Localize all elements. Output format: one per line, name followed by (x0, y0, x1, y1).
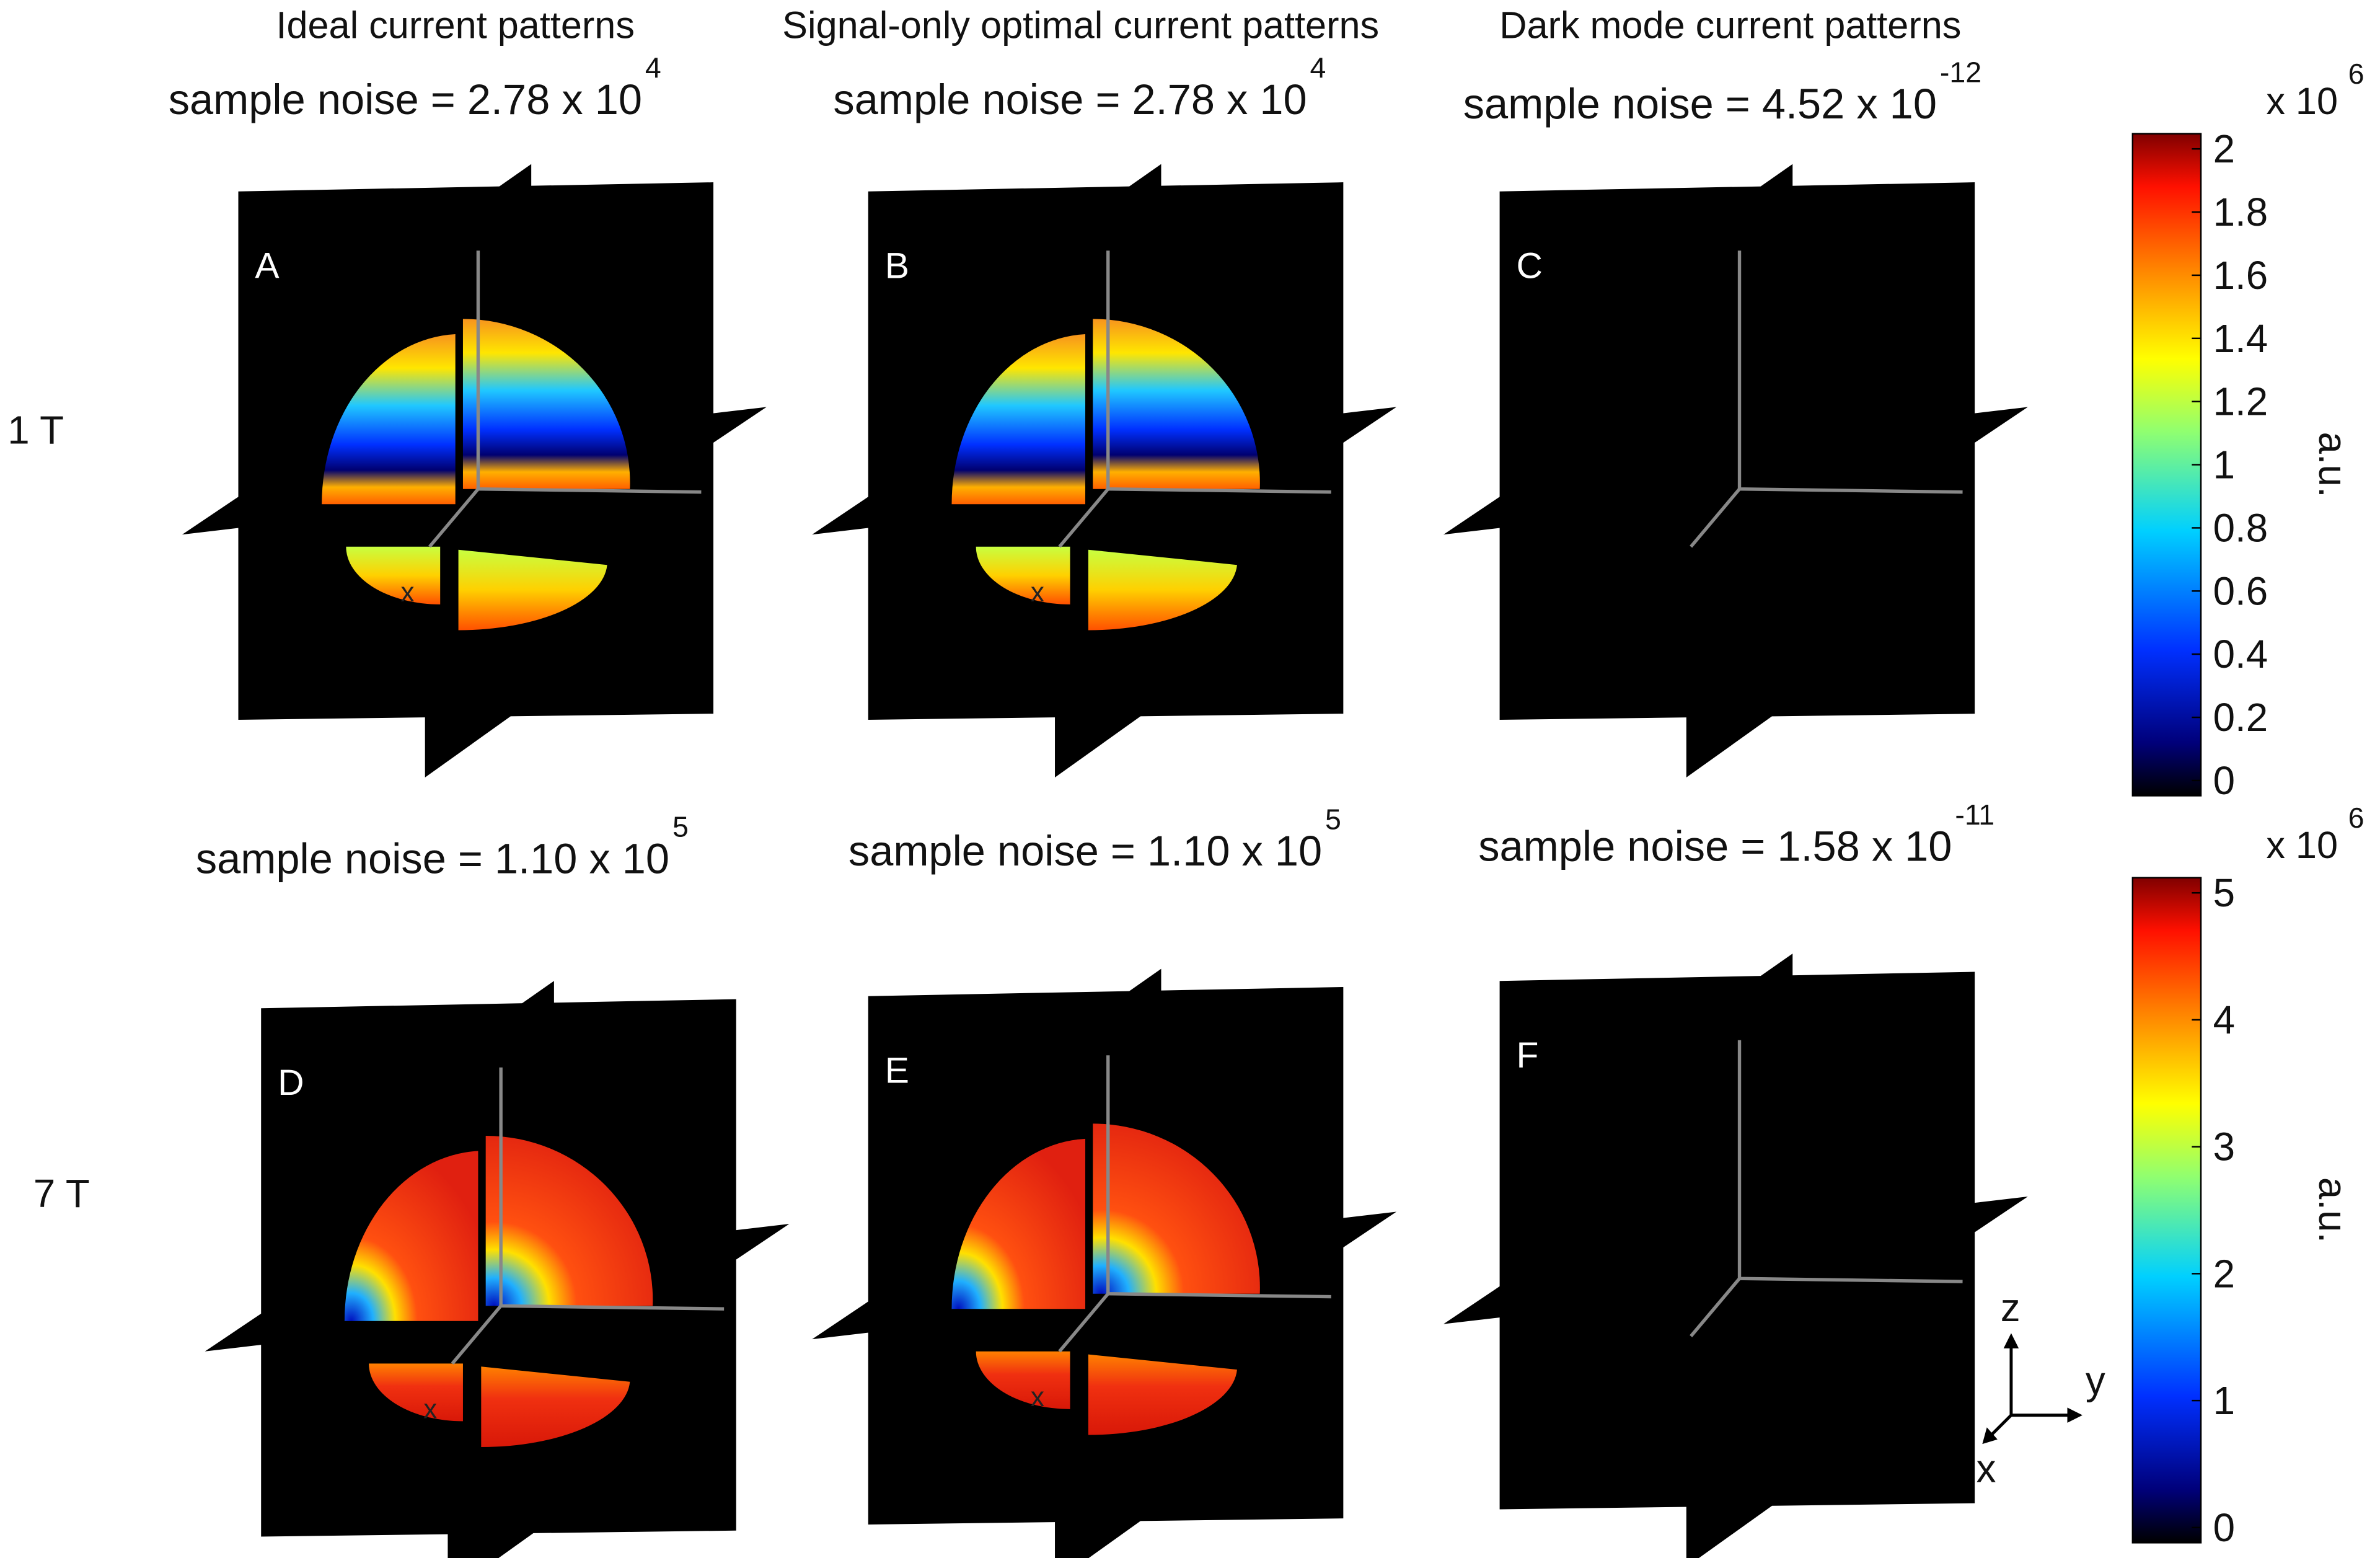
colorbar-tick-label: 1.6 (2213, 254, 2268, 298)
field-slice (951, 334, 1086, 505)
arrowhead (2067, 1407, 2082, 1423)
colorbar-tick-label: 0 (2213, 1506, 2235, 1550)
axis-line (1690, 488, 1741, 548)
colorbar-scale: x 10 (2266, 80, 2338, 122)
colorbar-tick-label: 4 (2213, 998, 2235, 1042)
field-slice (976, 546, 1070, 604)
colorbar-unit: a.u. (2311, 432, 2355, 497)
triad-label: z (2001, 1286, 2021, 1330)
noise-exponent: 5 (672, 811, 689, 843)
sample-noise: sample noise = 2.78 x 10 (833, 76, 1307, 123)
noise-exponent: 4 (645, 51, 661, 84)
colorbar-tick-label: 1.2 (2213, 380, 2268, 424)
field-slice (951, 1138, 1086, 1309)
colorbar-exponent: 6 (2348, 58, 2365, 90)
panel: Ex (812, 968, 1397, 1558)
axis-marker: x (1031, 1382, 1044, 1412)
colorbar-scale: x 10 (2266, 824, 2338, 866)
colorbar-tick-label: 1.8 (2213, 190, 2268, 234)
field-slice (346, 546, 441, 604)
axis-line (1058, 488, 1109, 548)
sample-noise: sample noise = 1.58 x 10 (1478, 823, 1952, 870)
field-slice (462, 319, 630, 489)
colorbar (2131, 877, 2202, 1544)
panel: Bx (812, 164, 1397, 778)
colorbar-tick-label: 1.4 (2213, 317, 2268, 361)
panel: F (1443, 954, 2028, 1558)
plane-xz (1499, 972, 1975, 1510)
axis-line (1690, 1277, 1741, 1338)
colorbar-tick-label: 1 (2213, 443, 2235, 487)
panel: C (1443, 164, 2028, 778)
colorbar-tick-label: 5 (2213, 871, 2235, 915)
colorbar-unit: a.u. (2311, 1177, 2355, 1243)
orientation-triad: z y x (1977, 1286, 2105, 1491)
field-slice (485, 1136, 653, 1306)
panel-letter: C (1517, 246, 1543, 286)
row-label: 1 T (7, 408, 64, 452)
field-slice (322, 334, 456, 505)
column-title: Signal-only optimal current patterns (782, 4, 1379, 46)
colorbar-tick-label: 0 (2213, 759, 2235, 803)
field-slice (458, 549, 607, 631)
colorbar-tick-label: 0.6 (2213, 569, 2268, 613)
noise-exponent: -11 (1955, 799, 1994, 831)
noise-exponent: 5 (1325, 803, 1341, 835)
colorbar-tick-label: 3 (2213, 1125, 2235, 1169)
triad-label: y (2086, 1358, 2105, 1402)
colorbar-tick-label: 0.4 (2213, 632, 2268, 676)
field-slice (976, 1351, 1070, 1409)
sample-noise: sample noise = 1.10 x 10 (196, 834, 669, 882)
arrowhead (2003, 1333, 2019, 1348)
colorbar-tick-label: 0.8 (2213, 506, 2268, 550)
triad-axis (1988, 1414, 2012, 1438)
panel-letter: B (885, 246, 909, 286)
colorbar-exponent: 6 (2348, 802, 2365, 834)
field-slice (1093, 319, 1260, 489)
axis-line (1058, 1292, 1109, 1353)
axis-line (451, 1304, 503, 1365)
field-slice (1093, 1123, 1260, 1294)
column-title: Dark mode current patterns (1499, 4, 1961, 46)
row-label: 7 T (33, 1172, 90, 1216)
panel-letter: A (255, 246, 280, 286)
colorbar-tick-label: 2 (2213, 1252, 2235, 1296)
sample-noise: sample noise = 4.52 x 10 (1463, 80, 1937, 128)
arrowhead (1982, 1427, 1998, 1445)
panel: Ax (182, 164, 767, 778)
field-slice (344, 1151, 478, 1321)
panel: Dx (205, 981, 790, 1558)
axis-marker: x (423, 1394, 437, 1425)
colorbar-tick-label: 2 (2213, 127, 2235, 171)
triad-label: x (1977, 1446, 1996, 1490)
colorbar-tick-label: 1 (2213, 1379, 2235, 1423)
panel-letter: E (885, 1050, 909, 1091)
field-slice (369, 1363, 463, 1422)
field-slice (1088, 1354, 1237, 1435)
noise-exponent: -12 (1940, 56, 1981, 88)
colorbar (2131, 133, 2202, 797)
field-slice (481, 1366, 630, 1448)
sample-noise: sample noise = 1.10 x 10 (848, 827, 1322, 875)
sample-noise: sample noise = 2.78 x 10 (169, 76, 642, 123)
plane-xz (1499, 182, 1975, 720)
panel-letter: D (278, 1063, 304, 1103)
field-slice (1088, 549, 1237, 631)
noise-exponent: 4 (1310, 51, 1326, 84)
colorbar-tick-label: 0.2 (2213, 696, 2268, 740)
column-title: Ideal current patterns (276, 4, 635, 46)
axis-line (428, 488, 480, 548)
axis-marker: x (401, 577, 415, 608)
panel-letter: F (1517, 1035, 1539, 1076)
axis-marker: x (1031, 577, 1044, 608)
